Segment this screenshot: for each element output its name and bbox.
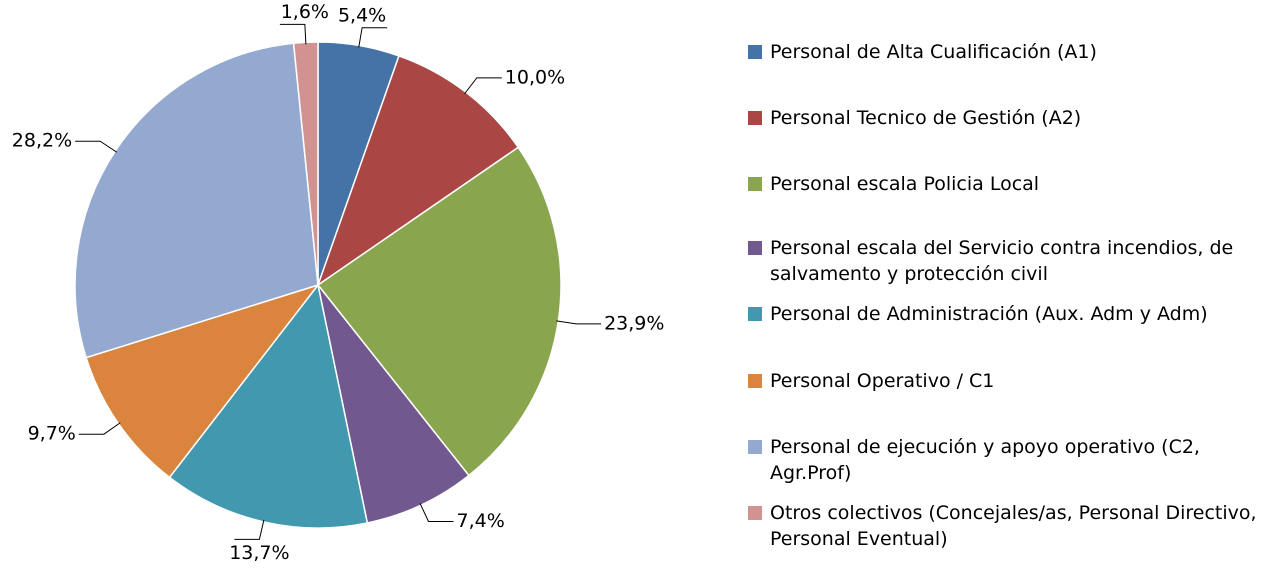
data-label: 10,0%	[505, 66, 565, 88]
data-label: 13,7%	[229, 542, 289, 564]
legend-label: Personal de Administración (Aux. Adm y A…	[770, 303, 1208, 325]
data-label: 5,4%	[338, 4, 386, 26]
data-label: 7,4%	[456, 510, 504, 532]
legend-label: Personal de ejecución y apoyo operativo …	[770, 436, 1200, 484]
legend-swatch	[748, 111, 762, 125]
legend-label: Personal escala del Servicio contra ince…	[770, 237, 1234, 285]
data-label: 9,7%	[28, 423, 76, 445]
legend-item: Personal escala Policia Local	[748, 171, 1268, 197]
legend-item: Personal Tecnico de Gestión (A2)	[748, 105, 1268, 131]
leader-line	[358, 27, 388, 48]
data-label: 28,2%	[12, 130, 72, 152]
leader-line	[279, 23, 307, 45]
legend-item: Personal escala del Servicio contra ince…	[748, 235, 1268, 287]
legend-swatch	[748, 177, 762, 191]
leader-line	[464, 77, 502, 95]
legend-item: Personal de Administración (Aux. Adm y A…	[748, 301, 1268, 327]
leader-line	[419, 503, 454, 522]
legend-swatch	[748, 45, 762, 59]
data-label: 1,6%	[281, 1, 329, 23]
legend-swatch	[748, 307, 762, 321]
legend-swatch	[748, 440, 762, 454]
legend-swatch	[748, 374, 762, 388]
legend-item: Personal de Alta Cualificación (A1)	[748, 39, 1268, 65]
legend-swatch	[748, 506, 762, 520]
legend-item: Personal de ejecución y apoyo operativo …	[748, 434, 1268, 486]
legend-item: Otros colectivos (Concejales/as, Persona…	[748, 500, 1268, 552]
leader-line	[78, 422, 121, 435]
legend-swatch	[748, 241, 762, 255]
pie-area: 5,4% 10,0% 23,9% 7,4% 13,7% 9,7% 28,2% 1,6%	[12, 1, 665, 564]
leader-line	[234, 519, 265, 540]
leader-line	[556, 320, 602, 325]
data-label: 23,9%	[604, 312, 664, 334]
legend-label: Personal escala Policia Local	[770, 173, 1040, 195]
legend-item: Personal Operativo / C1	[748, 368, 1268, 394]
legend-label: Personal Tecnico de Gestión (A2)	[770, 107, 1082, 129]
legend-label: Personal Operativo / C1	[770, 370, 995, 392]
legend-label: Otros colectivos (Concejales/as, Persona…	[770, 502, 1257, 550]
legend-label: Personal de Alta Cualificación (A1)	[770, 41, 1097, 63]
leader-line	[75, 140, 118, 153]
